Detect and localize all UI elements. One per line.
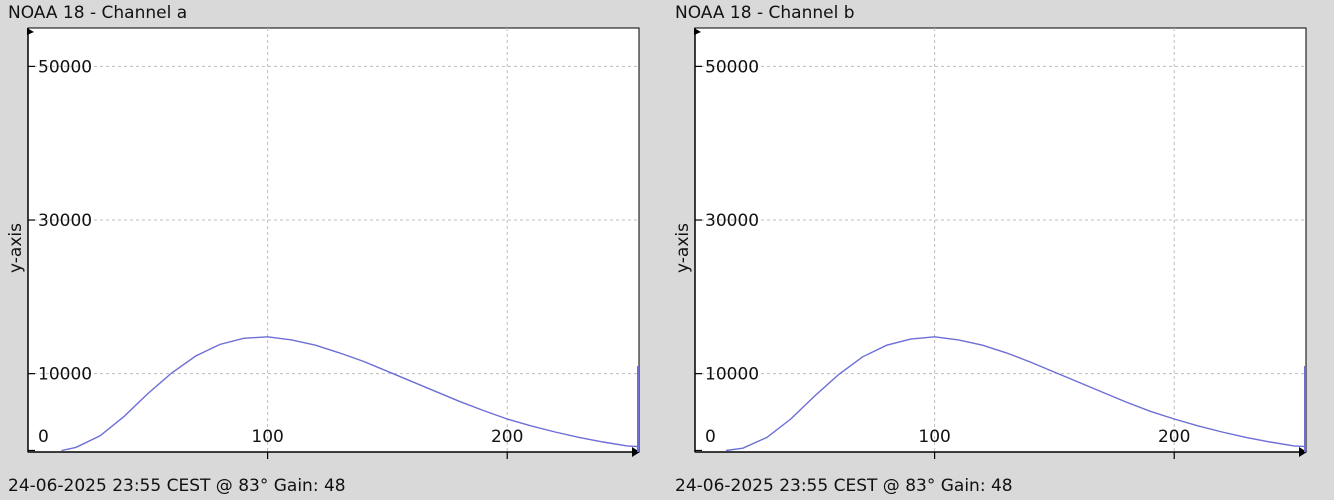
x-axis-arrow-icon	[1299, 447, 1307, 457]
plot-area	[694, 27, 1307, 453]
y-tick-label: 0	[38, 427, 49, 447]
x-tick-label: 100	[918, 427, 950, 447]
x-tick-label: 200	[1158, 427, 1190, 447]
y-axis-label: y-axis	[673, 223, 693, 273]
y-tick-label: 50000	[38, 57, 92, 77]
y-axis-arrow-icon	[694, 28, 701, 35]
chart-title: NOAA 18 - Channel a	[8, 3, 188, 23]
series-line	[726, 336, 1307, 452]
y-tick-label: 50000	[705, 57, 759, 77]
series-line	[61, 336, 640, 452]
y-tick-label: 10000	[38, 365, 92, 385]
x-tick-label: 200	[491, 427, 523, 447]
chart-channel-a: 0 10000 30000 50000 100 200 y-axis	[6, 27, 640, 459]
x-axis-arrow-icon	[632, 447, 640, 457]
panel-channel-a: NOAA 18 - Channel a 0 10000 30000 50000 100 2…	[6, 3, 640, 496]
plot-area	[27, 27, 640, 453]
y-axis-label: y-axis	[6, 223, 26, 273]
x-tick-label: 100	[251, 427, 283, 447]
y-tick-label: 30000	[705, 211, 759, 231]
y-tick-label: 0	[705, 427, 716, 447]
chart-title: NOAA 18 - Channel b	[675, 3, 855, 23]
y-tick-label: 30000	[38, 211, 92, 231]
status-footer: 24-06-2025 23:55 CEST @ 83° Gain: 48	[8, 476, 346, 496]
chart-channel-b: 0 10000 30000 50000 100 200 y-axis	[673, 27, 1307, 459]
panel-channel-b: NOAA 18 - Channel b 0 10000 30000 50000 100 2…	[667, 0, 1334, 500]
y-axis-arrow-icon	[27, 28, 34, 35]
y-tick-label: 10000	[705, 365, 759, 385]
status-footer: 24-06-2025 23:55 CEST @ 83° Gain: 48	[675, 476, 1013, 496]
